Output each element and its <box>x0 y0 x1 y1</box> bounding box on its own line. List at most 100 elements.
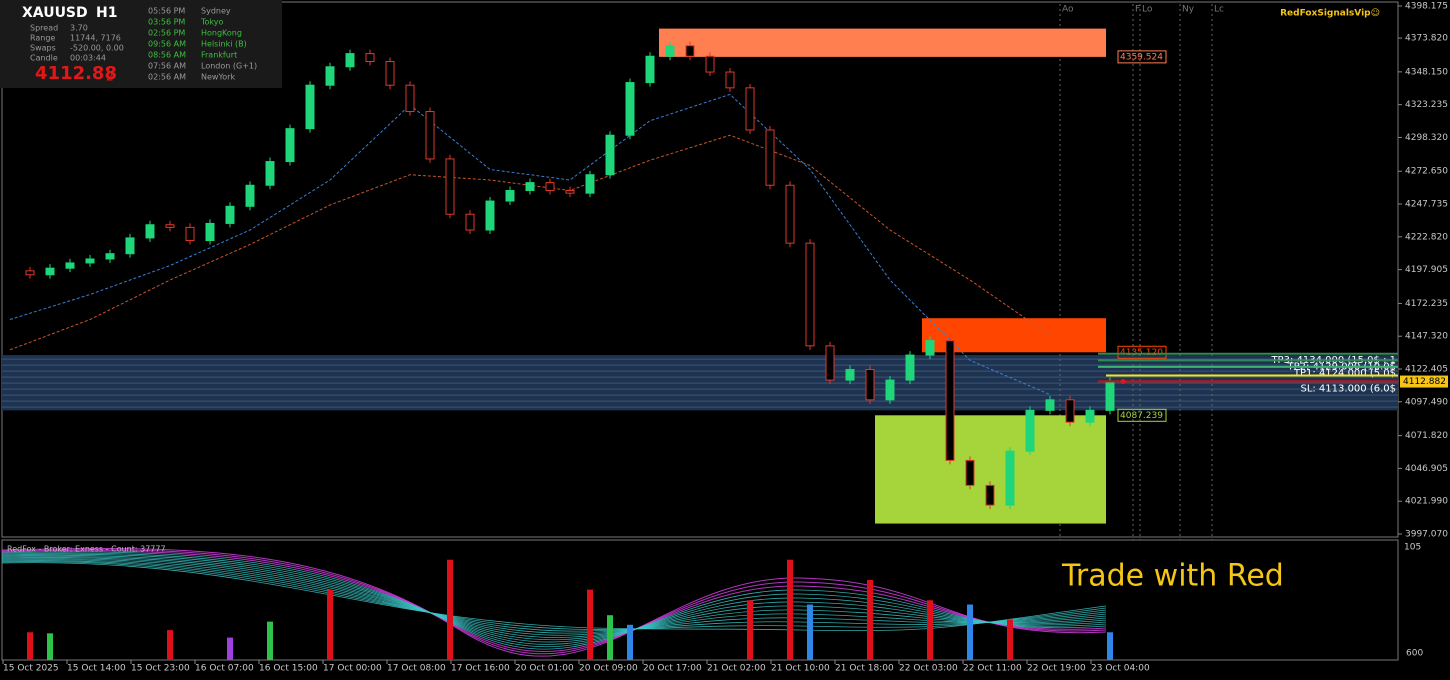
info-value: 00:03:44 <box>70 54 106 63</box>
session-time: 07:56 AM <box>148 62 186 71</box>
x-tick-label: 21 Oct 02:00 <box>707 664 766 674</box>
ribbon-line <box>1 547 1107 657</box>
candle <box>405 84 415 113</box>
y-tick-label: 4398.175 <box>1405 2 1448 12</box>
bid-price: 4112.88 <box>35 63 117 84</box>
ribbon-line <box>1 553 1107 645</box>
candle <box>485 200 495 231</box>
entry-dot <box>1120 379 1126 385</box>
y-tick-label: 4373.820 <box>1405 34 1448 44</box>
candle <box>365 53 375 63</box>
price-band <box>2 355 1398 411</box>
candle <box>605 134 615 176</box>
x-tick-label: 16 Oct 15:00 <box>259 664 318 674</box>
y-tick-label: 4348.150 <box>1405 67 1448 77</box>
y-tick-label: 4046.905 <box>1405 464 1448 474</box>
indicator-bar <box>167 630 173 660</box>
ribbon-line <box>1 562 1107 632</box>
level-label: TP1: 4124.000 (5.0$ <box>1293 368 1396 379</box>
session-time: 05:56 PM <box>148 7 185 16</box>
session-name: Helsinki (B) <box>201 40 247 49</box>
candle <box>745 87 755 131</box>
y-tick-label: 4097.490 <box>1405 397 1448 407</box>
session-time: 03:56 PM <box>148 18 185 27</box>
indicator-bar <box>447 559 453 660</box>
x-tick-label: 21 Oct 18:00 <box>835 664 894 674</box>
candle <box>25 270 35 276</box>
y-tick-label: 4147.320 <box>1405 332 1448 342</box>
ribbon-line <box>1 550 1107 652</box>
candle <box>325 66 335 86</box>
candle <box>1065 399 1075 423</box>
symbol: XAUUSD <box>22 5 88 21</box>
indicator-bar <box>807 604 813 660</box>
candle <box>665 45 675 57</box>
candle <box>925 340 935 356</box>
indicator-top-label: 105 <box>1404 543 1421 553</box>
indicator-bar <box>27 632 33 660</box>
session-time: 09:56 AM <box>148 40 186 49</box>
indicator-bar <box>1107 632 1113 660</box>
x-tick-label: 17 Oct 08:00 <box>387 664 446 674</box>
candle <box>1085 409 1095 423</box>
ribbon-line <box>1 557 1107 638</box>
info-label: Swaps <box>30 44 56 53</box>
x-tick-label: 15 Oct 23:00 <box>131 664 190 674</box>
candle <box>1005 450 1015 506</box>
candle <box>685 45 695 57</box>
info-label: Spread <box>30 24 58 33</box>
info-label: Range <box>30 34 55 43</box>
indicator-bar <box>967 604 973 660</box>
x-tick-label: 22 Oct 03:00 <box>899 664 958 674</box>
x-tick-label: 17 Oct 00:00 <box>323 664 382 674</box>
indicator-bar <box>587 589 593 660</box>
ribbon-line <box>1 549 1107 655</box>
candle <box>805 242 815 347</box>
candle <box>265 161 275 186</box>
indicator-bar <box>267 621 273 660</box>
ribbon-line <box>1 551 1107 650</box>
y-tick-label: 4197.905 <box>1405 265 1448 275</box>
ribbon-line <box>1 559 1107 634</box>
timeframe: H1 <box>96 5 117 21</box>
candle <box>465 213 475 231</box>
y-tick-label: 4272.650 <box>1405 167 1448 177</box>
x-tick-label: 21 Oct 10:00 <box>771 664 830 674</box>
candle <box>225 205 235 224</box>
zone <box>659 28 1106 57</box>
candle <box>885 379 895 401</box>
x-tick-label: 22 Oct 11:00 <box>963 664 1022 674</box>
y-tick-label: 4172.235 <box>1405 299 1448 309</box>
candle <box>445 158 455 215</box>
candle <box>865 369 875 401</box>
caption: Trade with Red <box>1061 559 1284 594</box>
candle <box>705 55 715 73</box>
candle <box>945 340 955 461</box>
y-tick-label: 4298.320 <box>1405 133 1448 143</box>
y-tick-label: 3997.070 <box>1405 530 1448 540</box>
x-tick-label: 15 Oct 2025 <box>3 664 59 674</box>
candle <box>1105 381 1115 411</box>
indicator-bar <box>47 633 53 660</box>
y-tick-label: 4222.820 <box>1405 232 1448 242</box>
y-tick-label: 4323.235 <box>1405 100 1448 110</box>
candle <box>525 182 535 192</box>
candle <box>105 253 115 260</box>
y-tick-label: 4247.735 <box>1405 200 1448 210</box>
x-tick-label: 16 Oct 07:00 <box>195 664 254 674</box>
session-time: 02:56 AM <box>148 73 186 82</box>
candle <box>765 129 775 186</box>
ribbon-line <box>1 560 1107 632</box>
x-tick-label: 22 Oct 19:00 <box>1027 664 1086 674</box>
candle <box>85 258 95 264</box>
x-tick-label: 20 Oct 01:00 <box>515 664 574 674</box>
candle <box>65 262 75 269</box>
candle <box>145 224 155 239</box>
ribbon-line <box>1 558 1107 636</box>
session-marker: Lo <box>1142 5 1153 15</box>
indicator-bottom-label: 600 <box>1406 649 1423 659</box>
session-name: HongKong <box>201 29 242 38</box>
x-tick-label: 15 Oct 14:00 <box>67 664 126 674</box>
x-tick-label: 23 Oct 04:00 <box>1091 664 1150 674</box>
